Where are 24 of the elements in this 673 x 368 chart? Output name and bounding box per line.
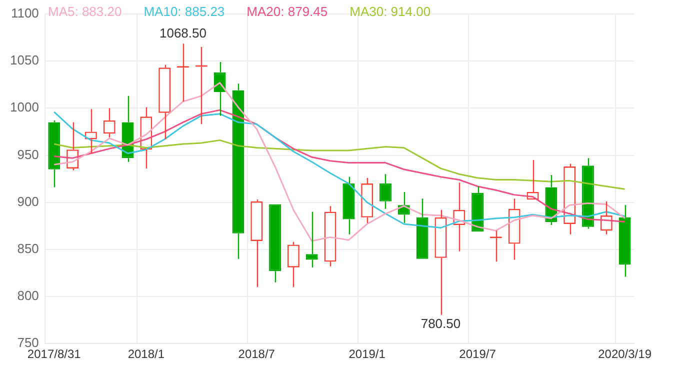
text: MA5: 883.20 xyxy=(48,4,122,19)
text: MA10: 885.23 xyxy=(144,4,225,19)
x-tick-label: 2019/1 xyxy=(348,347,386,362)
candlestick xyxy=(306,211,318,268)
annotation: 1068.50 xyxy=(159,26,206,41)
candlestick xyxy=(48,120,60,188)
candlestick xyxy=(416,198,428,259)
x-tick-label: 2019/7 xyxy=(459,347,496,362)
x-tick-label: 2018/7 xyxy=(238,347,276,362)
candlestick xyxy=(618,204,631,278)
annotation: 780.50 xyxy=(420,316,461,331)
candlestick xyxy=(342,176,355,235)
text: MA30: 914.00 xyxy=(350,4,431,19)
y-tick-label: 1100 xyxy=(10,6,39,21)
y-tick-label: 1000 xyxy=(10,100,39,115)
x-tick-label: 2020/3/19 xyxy=(598,347,652,362)
candlestick xyxy=(232,83,244,260)
y-tick-label: 900 xyxy=(17,194,39,209)
text: MA20: 879.45 xyxy=(246,4,328,19)
y-tick-label: 850 xyxy=(17,241,39,256)
y-tick-label: 800 xyxy=(17,288,39,304)
x-tick-label: 2018/1 xyxy=(128,347,165,362)
y-tick-label: 1050 xyxy=(10,52,39,68)
y-tick-label: 950 xyxy=(17,146,39,162)
